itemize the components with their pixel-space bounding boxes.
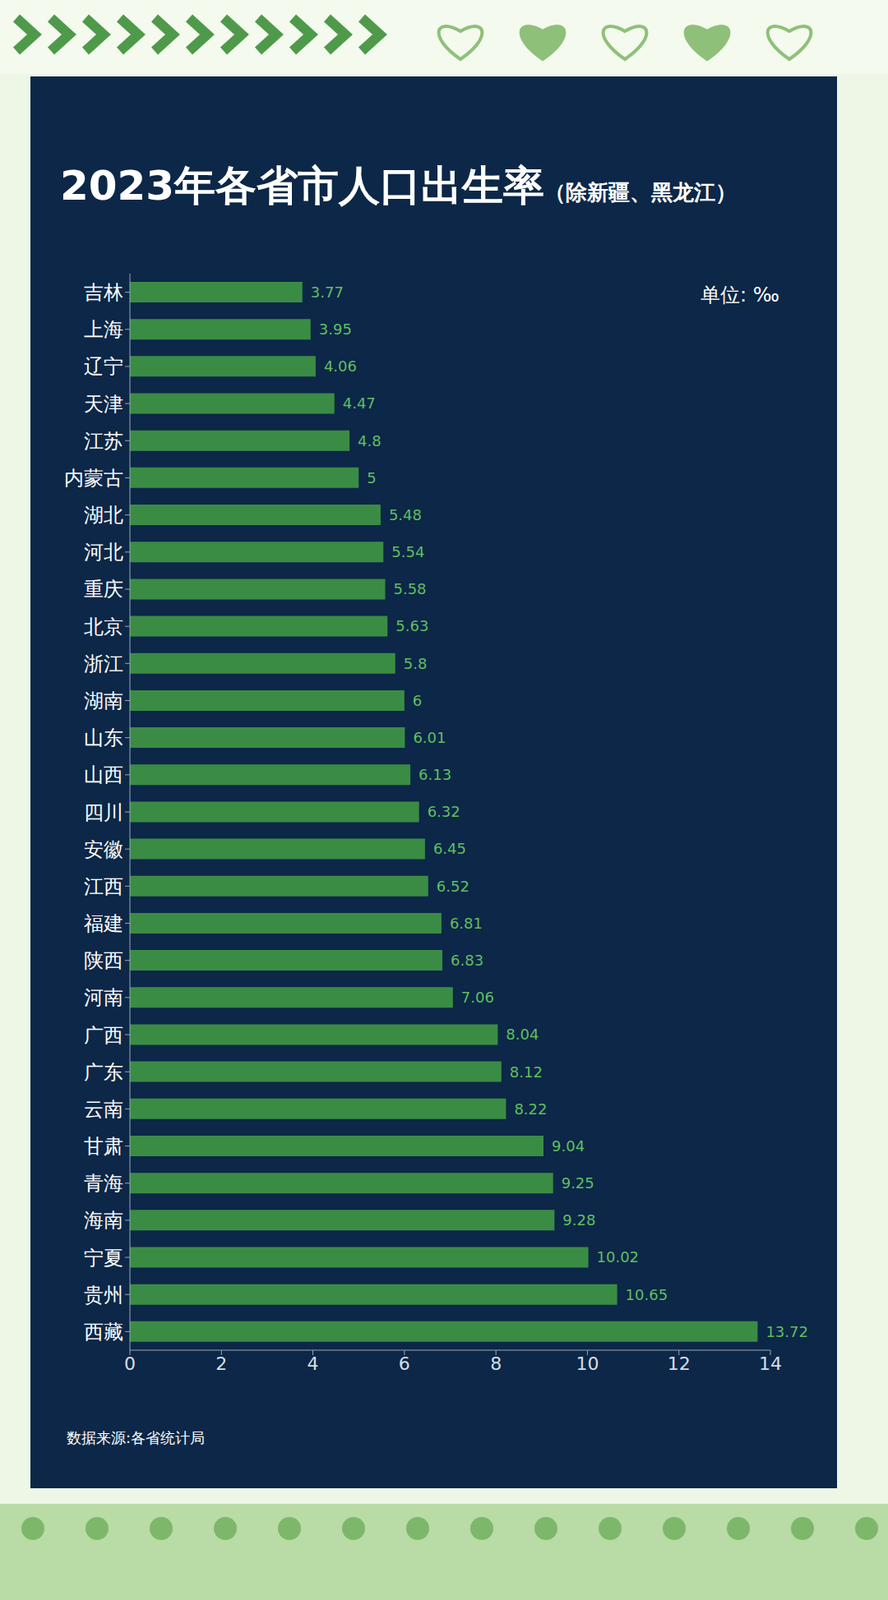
svg-text:6.52: 6.52 [436, 878, 470, 896]
svg-text:湖北: 湖北 [83, 504, 124, 528]
svg-text:10.65: 10.65 [625, 1286, 669, 1305]
svg-text:6.81: 6.81 [449, 915, 483, 933]
svg-text:5.63: 5.63 [395, 617, 429, 635]
svg-text:3.95: 3.95 [319, 320, 352, 338]
svg-text:8.22: 8.22 [513, 1100, 547, 1119]
svg-text:8: 8 [490, 1354, 502, 1375]
svg-text:天津: 天津 [83, 393, 124, 417]
svg-text:陕西: 陕西 [83, 949, 124, 973]
svg-text:7.06: 7.06 [461, 989, 495, 1007]
svg-text:10.02: 10.02 [596, 1248, 640, 1267]
svg-text:湖南: 湖南 [83, 689, 124, 713]
svg-text:8.04: 8.04 [505, 1026, 539, 1044]
svg-text:0: 0 [124, 1354, 136, 1375]
svg-text:甘肃: 甘肃 [83, 1135, 124, 1159]
svg-text:上海: 上海 [83, 318, 124, 342]
svg-text:2: 2 [215, 1354, 227, 1375]
svg-text:四川: 四川 [83, 801, 124, 825]
svg-text:6.32: 6.32 [427, 803, 461, 821]
svg-text:4.8: 4.8 [357, 432, 382, 450]
svg-text:6.01: 6.01 [412, 729, 446, 747]
svg-text:海南: 海南 [83, 1209, 124, 1233]
svg-text:青海: 青海 [83, 1172, 124, 1196]
html-text:数据来源:各省统计局: 数据来源:各省统计局 [66, 1429, 205, 1448]
svg-text:山西: 山西 [83, 763, 124, 787]
svg-text:4.47: 4.47 [342, 394, 376, 412]
svg-text:江苏: 江苏 [83, 430, 124, 454]
svg-text:9.04: 9.04 [551, 1137, 585, 1156]
svg-text:5.48: 5.48 [388, 506, 422, 524]
svg-text:云南: 云南 [83, 1098, 124, 1122]
svg-text:9.28: 9.28 [562, 1211, 596, 1230]
svg-text:安徽: 安徽 [83, 838, 124, 862]
svg-text:14: 14 [758, 1354, 782, 1375]
svg-text:6: 6 [398, 1354, 411, 1375]
svg-text:浙江: 浙江 [83, 652, 124, 676]
html-text:2023年各省市人口出生率（除新疆、黑龙江）: 2023年各省市人口出生率（除新疆、黑龙江） [60, 161, 737, 210]
svg-text:5: 5 [366, 469, 376, 487]
svg-text:6.45: 6.45 [433, 840, 467, 858]
svg-text:山东: 山东 [83, 726, 124, 750]
svg-text:4.06: 4.06 [323, 357, 357, 375]
svg-text:重庆: 重庆 [83, 578, 124, 602]
svg-text:内蒙古: 内蒙古 [64, 467, 124, 491]
svg-text:6: 6 [412, 692, 422, 710]
svg-text:广西: 广西 [83, 1024, 124, 1048]
svg-text:5.54: 5.54 [391, 543, 425, 561]
svg-text:6.13: 6.13 [418, 766, 452, 784]
html-text:单位: ‰: 单位: ‰ [700, 283, 780, 307]
svg-text:贵州: 贵州 [83, 1284, 124, 1308]
svg-text:辽宁: 辽宁 [83, 355, 124, 379]
svg-text:北京: 北京 [83, 615, 124, 639]
svg-text:江西: 江西 [83, 875, 124, 899]
svg-text:13.72: 13.72 [765, 1323, 809, 1342]
svg-text:河北: 河北 [83, 541, 124, 565]
svg-text:8.12: 8.12 [509, 1063, 543, 1082]
svg-text:福建: 福建 [83, 912, 124, 936]
svg-text:广东: 广东 [83, 1061, 124, 1085]
svg-text:5.8: 5.8 [403, 655, 428, 673]
svg-text:宁夏: 宁夏 [83, 1247, 124, 1271]
svg-text:河南: 河南 [83, 986, 124, 1010]
svg-text:吉林: 吉林 [83, 281, 124, 305]
svg-text:10: 10 [575, 1354, 599, 1375]
svg-text:西藏: 西藏 [83, 1321, 124, 1345]
svg-text:3.77: 3.77 [310, 283, 344, 301]
svg-text:6.83: 6.83 [450, 952, 484, 970]
svg-text:12: 12 [667, 1354, 691, 1375]
svg-text:4: 4 [307, 1354, 320, 1375]
svg-text:5.58: 5.58 [393, 580, 426, 598]
svg-text:9.25: 9.25 [561, 1174, 595, 1193]
